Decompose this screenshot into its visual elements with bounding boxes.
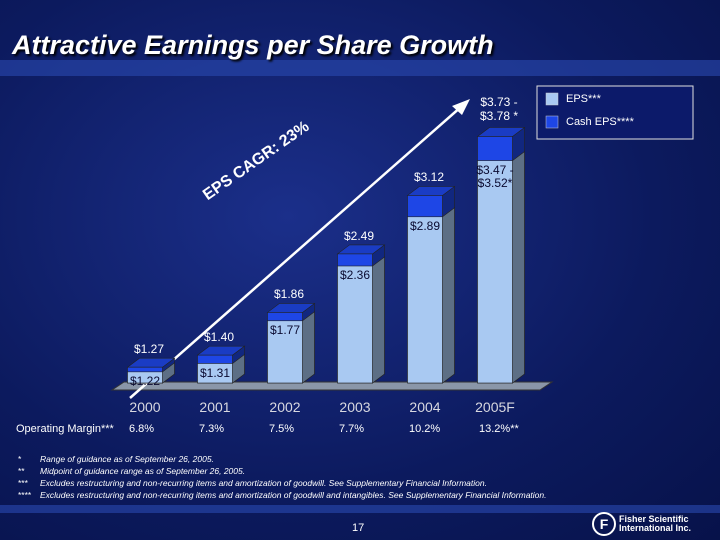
- cash-value-label: $2.49: [343, 228, 375, 243]
- cash-value-label: $3.73 - $3.78 *: [479, 95, 519, 124]
- legend-label: Cash EPS****: [566, 116, 634, 128]
- bar: [127, 371, 163, 384]
- logo-letter: F: [600, 516, 609, 532]
- eps-value-label: $3.47 - $3.52*: [476, 162, 514, 191]
- bar-side: [302, 311, 315, 384]
- legend-swatch: [545, 115, 559, 129]
- footnote: * Range of guidance as of September 26, 2…: [18, 454, 214, 465]
- title: Attractive Earnings per Share Growth: [12, 30, 494, 60]
- x-tick-label: 2000: [129, 399, 161, 415]
- legend-label: EPS***: [566, 93, 601, 105]
- x-tick-label: 2005F: [475, 399, 515, 415]
- bar: [267, 320, 303, 384]
- x-tick-label: 2001: [199, 399, 231, 415]
- margin-value: 13.2%**: [479, 423, 519, 435]
- title-band: [0, 60, 720, 76]
- footnote-text: Excludes restructuring and non-recurring…: [40, 490, 547, 500]
- margin-value: 7.5%: [269, 423, 295, 435]
- logo-icon: [592, 512, 616, 536]
- eps-value-label: $1.31: [199, 365, 231, 380]
- legend-swatch: [545, 92, 559, 106]
- footnote-text: Excludes restructuring and non-recurring…: [40, 478, 487, 488]
- bar: [477, 160, 513, 384]
- margin-value: 10.2%: [409, 423, 441, 435]
- bar-side: [442, 207, 455, 384]
- footnote: **** Excludes restructuring and non-recur…: [18, 490, 547, 501]
- bar: [337, 265, 373, 384]
- x-tick-label: 2003: [339, 399, 371, 415]
- cagr-arrow: [129, 105, 463, 399]
- x-tick-label: 2004: [409, 399, 441, 415]
- eps-value-label: $1.77: [269, 322, 301, 337]
- legend-box: [536, 85, 694, 140]
- footnote-mark: ***: [18, 478, 28, 488]
- arrow-head: [452, 99, 470, 115]
- cash-value-label: $1.86: [273, 287, 305, 302]
- footer-band: [0, 505, 720, 513]
- footnote: ** Midpoint of guidance range as of Septe…: [18, 466, 246, 477]
- cash-value-label: $1.40: [203, 330, 235, 345]
- bar: [407, 216, 443, 384]
- margin-value: 7.7%: [339, 423, 365, 435]
- margin-value: 7.3%: [199, 423, 225, 435]
- logo-text: Fisher Scientific International Inc.: [619, 514, 692, 533]
- floor: [110, 381, 554, 391]
- footnote-mark: *: [18, 454, 22, 464]
- margin-label: Operating Margin***: [16, 423, 114, 435]
- eps-value-label: $2.36: [339, 268, 371, 282]
- eps-value-label: $1.22: [129, 373, 161, 388]
- margin-value: 6.8%: [129, 423, 155, 435]
- page-number: 17: [352, 522, 365, 534]
- footnote-text: Midpoint of guidance range as of Septemb…: [40, 466, 246, 476]
- footnote-mark: **: [18, 466, 25, 476]
- footnote-text: Range of guidance as of September 26, 20…: [40, 454, 214, 464]
- footnote-mark: ****: [18, 490, 32, 500]
- footnote: *** Excludes restructuring and non-recurr…: [18, 478, 487, 489]
- bar: [197, 363, 233, 384]
- eps-value-label: $2.89: [409, 218, 441, 233]
- cash-value-label: $3.12: [413, 170, 445, 185]
- cash-value-label: $1.27: [133, 342, 165, 357]
- x-tick-label: 2002: [269, 399, 301, 415]
